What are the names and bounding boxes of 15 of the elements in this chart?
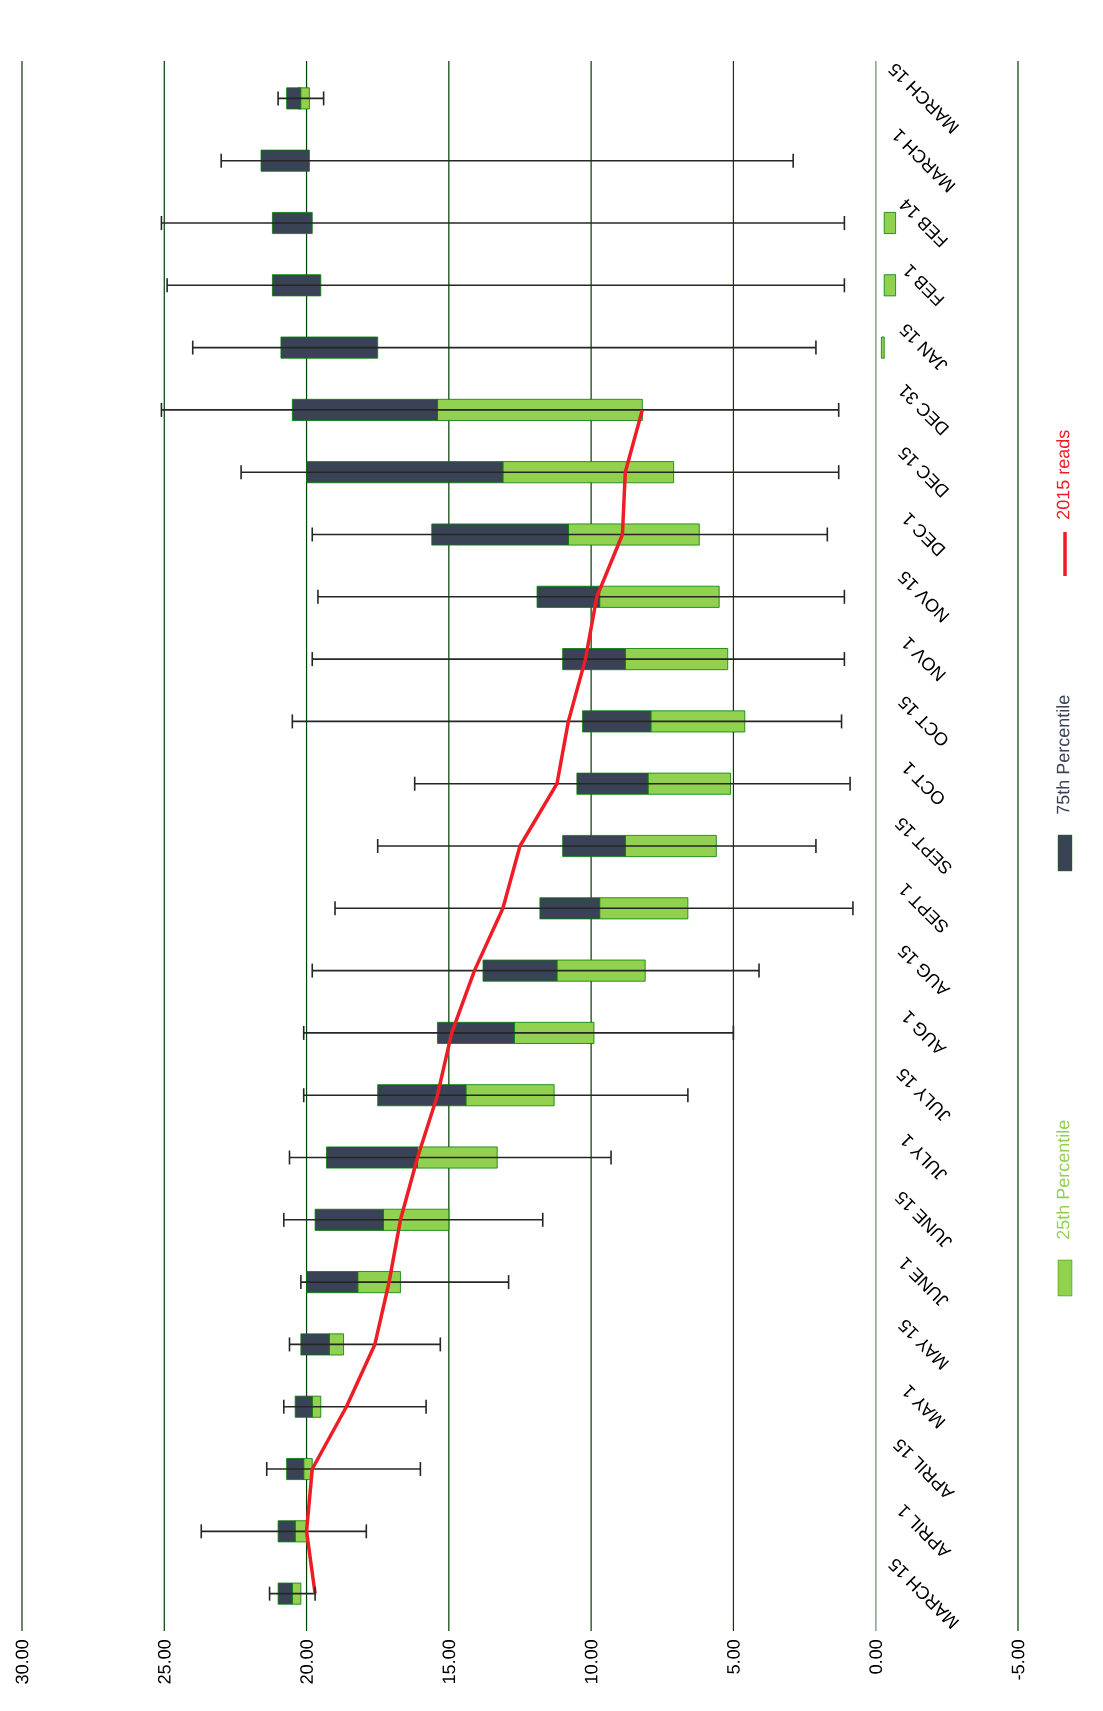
x-tick-label: -5.00	[1011, 1640, 1025, 1680]
y-tick-label: FEB 1	[904, 263, 945, 307]
x-tick-label: 0.00	[869, 1640, 883, 1674]
x-tick-label: 25.00	[157, 1640, 171, 1684]
text: 2015 reads	[1056, 430, 1070, 519]
x-tick-label: 15.00	[442, 1640, 456, 1684]
text: 25th Percentile	[1056, 1120, 1070, 1239]
x-tick-label: 10.00	[584, 1640, 598, 1684]
y-tick-label: OCT 15	[897, 696, 948, 746]
x-tick-label: 20.00	[300, 1640, 313, 1684]
x-tick-label: 30.00	[15, 1640, 29, 1684]
x-tick-label: 5.00	[727, 1640, 740, 1674]
text: 75th Percentile	[1056, 695, 1070, 814]
y-tick-label: OCT 1	[903, 761, 944, 805]
y-tick-label: JAN 15	[899, 324, 948, 371]
